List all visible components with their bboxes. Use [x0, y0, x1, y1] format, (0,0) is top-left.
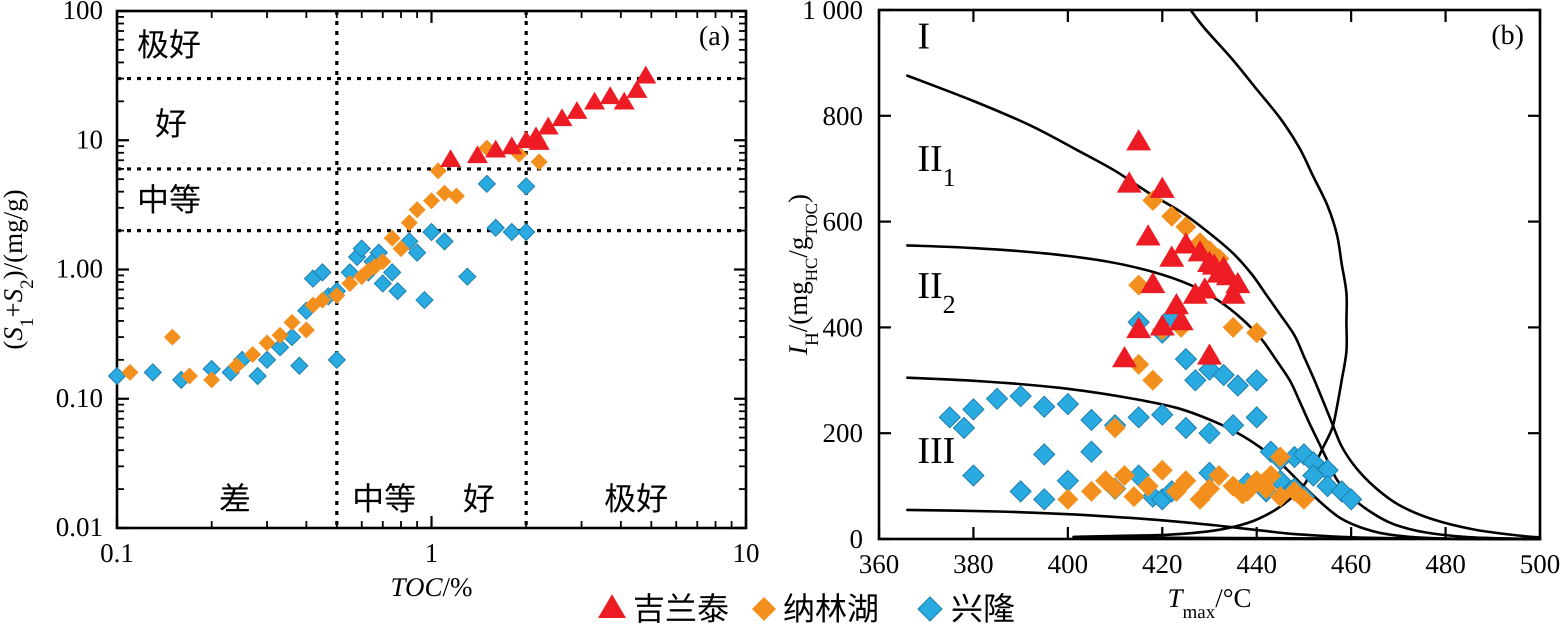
- svg-text:460: 460: [1331, 549, 1372, 579]
- svg-text:TOC/%: TOC/%: [390, 572, 472, 602]
- svg-text:I: I: [917, 15, 930, 57]
- svg-text:0.01: 0.01: [56, 512, 103, 542]
- svg-text:1.00: 1.00: [56, 254, 103, 284]
- svg-text:100: 100: [63, 0, 104, 25]
- svg-text:IH/(mgHC/gTOC): IH/(mgHC/gTOC): [783, 194, 823, 356]
- svg-text:360: 360: [859, 549, 900, 579]
- svg-text:差: 差: [219, 481, 251, 517]
- svg-text:极好: 极好: [137, 27, 201, 63]
- svg-text:极好: 极好: [604, 481, 668, 517]
- svg-text:(b): (b): [1491, 20, 1524, 51]
- svg-text:400: 400: [823, 312, 864, 342]
- svg-text:600: 600: [823, 207, 864, 237]
- svg-text:II1: II1: [917, 138, 955, 192]
- svg-text:400: 400: [1048, 549, 1089, 579]
- svg-text:好: 好: [463, 481, 495, 517]
- svg-text:中等: 中等: [137, 182, 201, 218]
- svg-text:II2: II2: [917, 265, 955, 319]
- svg-text:10: 10: [733, 538, 760, 568]
- svg-text:中等: 中等: [352, 481, 416, 517]
- svg-text:0.10: 0.10: [56, 383, 103, 413]
- svg-text:380: 380: [953, 549, 994, 579]
- svg-text:420: 420: [1142, 549, 1183, 579]
- svg-text:吉兰泰: 吉兰泰: [633, 591, 729, 627]
- svg-text:800: 800: [823, 101, 864, 131]
- svg-text:10: 10: [76, 124, 103, 154]
- svg-text:440: 440: [1236, 549, 1277, 579]
- svg-text:1 000: 1 000: [802, 0, 863, 25]
- svg-text:Tmax/°C: Tmax/°C: [1167, 583, 1251, 623]
- svg-text:500: 500: [1520, 549, 1560, 579]
- svg-text:200: 200: [823, 418, 864, 448]
- svg-text:兴隆: 兴隆: [951, 591, 1015, 627]
- svg-text:纳林湖: 纳林湖: [783, 591, 879, 627]
- svg-text:(a): (a): [699, 21, 730, 52]
- svg-text:480: 480: [1425, 549, 1466, 579]
- svg-text:(S1+S2)/(mg/g): (S1+S2)/(mg/g): [0, 189, 38, 349]
- svg-text:III: III: [917, 430, 955, 472]
- svg-text:好: 好: [155, 106, 187, 142]
- svg-text:1: 1: [425, 538, 439, 568]
- svg-text:0.1: 0.1: [100, 538, 134, 568]
